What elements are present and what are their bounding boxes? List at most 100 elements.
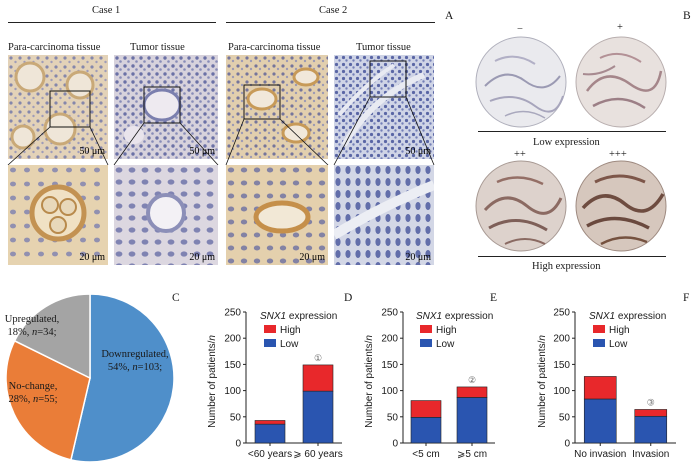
grade-double-plus-label: ++ [514, 149, 526, 160]
legend-title: SNX1 expression [416, 311, 493, 322]
y-tick-label: 250 [381, 308, 398, 319]
pie-slice-downregulated [70, 293, 175, 463]
legend-label-high: High [280, 325, 301, 336]
legend-label-low: Low [436, 339, 455, 350]
micrograph-case1-para-50um: 50 μm [8, 55, 108, 159]
col-label-case1-tumor: Tumor tissue [130, 42, 185, 53]
tissue-core-negative [475, 36, 567, 128]
bar-high-0 [583, 376, 617, 400]
panel-f-letter: F [683, 292, 690, 304]
tissue-texture [475, 36, 567, 128]
legend-swatch-high [420, 325, 432, 333]
stacked-bar-chart-d: 0 50 100 150 200 250 Number of patients/n SNX1 … [207, 308, 343, 461]
tissue-texture [475, 160, 567, 252]
micrograph-case2-para-20um: 20 μm [226, 165, 328, 265]
panel-e-letter: E [490, 292, 498, 304]
case1-underline [8, 22, 216, 23]
y-tick-label: 250 [224, 308, 241, 319]
micrograph-case2-tumor-50um: 50 μm [334, 55, 434, 159]
x-tick-label: <5 cm [412, 449, 440, 460]
bar-high-1 [634, 409, 668, 417]
panel-f: F 0 50 100 150 200 250 Number of patients/n SNX… [530, 288, 700, 475]
legend-label-low: Low [280, 339, 299, 350]
tissue-texture [575, 36, 667, 128]
low-expression-label: Low expression [533, 137, 600, 148]
col-label-case2-tumor: Tumor tissue [356, 42, 411, 53]
micrograph-case1-tumor-20um: 20 μm [114, 165, 218, 265]
tissue-core-triple-plus [575, 160, 667, 252]
pie-label-no-change: No-change, [9, 381, 58, 392]
micro-texture [226, 165, 328, 265]
bar-low-0 [583, 398, 617, 444]
high-expression-label: High expression [532, 261, 601, 272]
x-tick-label: No invasion [574, 449, 626, 460]
panel-d-letter: D [344, 292, 353, 304]
x-tick-label: <60 years [248, 449, 292, 460]
pie-value-upregulated: 18%, n=34; [7, 327, 56, 338]
col-label-case2-para: Para-carcinoma tissue [228, 42, 321, 53]
legend-swatch-high [593, 325, 605, 333]
grade-negative-label: − [517, 24, 523, 35]
case1-label: Case 1 [92, 5, 121, 16]
y-tick-label: 0 [564, 439, 570, 450]
scale-label: 20 μm [299, 252, 325, 263]
panel-b-letter: B [683, 10, 691, 22]
pie-chart: Downregulated, 54%, n=103; No-change, 28%, … [5, 293, 175, 463]
micro-texture [226, 55, 328, 159]
panel-d: D 0 50 100 150 200 250 Number of patients/n SNX… [200, 288, 353, 475]
grade-triple-plus-label: +++ [609, 149, 627, 160]
y-tick-label: 200 [553, 334, 570, 345]
bar-high-0 [410, 400, 442, 418]
legend-label-high: High [609, 325, 630, 336]
y-tick-label: 250 [553, 308, 570, 319]
scale-label: 20 μm [79, 252, 105, 263]
pie-value-no-change: 28%, n=55; [8, 394, 57, 405]
legend-label-high: High [436, 325, 457, 336]
legend-swatch-low [593, 339, 605, 347]
col-label-case1-para: Para-carcinoma tissue [8, 42, 101, 53]
y-tick-label: 150 [381, 360, 398, 371]
low-expression-line [478, 131, 666, 132]
legend-label-low: Low [609, 339, 628, 350]
case2-label: Case 2 [319, 5, 348, 16]
legend-swatch-low [264, 339, 276, 347]
y-tick-label: 200 [224, 334, 241, 345]
tissue-core-plus [575, 36, 667, 128]
tissue-core-double-plus [475, 160, 567, 252]
legend-title: SNX1 expression [260, 311, 337, 322]
scale-label: 50 μm [405, 146, 431, 157]
y-tick-label: 200 [381, 334, 398, 345]
y-tick-label: 100 [553, 386, 570, 397]
y-axis-label: Number of patients/n [537, 335, 548, 428]
legend-swatch-low [420, 339, 432, 347]
x-tick-label: ⩾ 60 years [293, 449, 343, 460]
micro-texture [114, 55, 218, 159]
y-tick-label: 100 [224, 386, 241, 397]
significance-marker: ② [468, 375, 476, 385]
scale-label: 50 μm [79, 146, 105, 157]
stacked-bar-chart-f: 0 50 100 150 200 250 Number of patients/n SNX1 … [537, 308, 676, 460]
panel-a-letter: A [445, 10, 454, 22]
y-tick-label: 100 [381, 386, 398, 397]
bar-low-1 [302, 390, 334, 444]
legend-title: SNX1 expression [589, 311, 666, 322]
micrograph-case1-para-20um: 20 μm [8, 165, 108, 265]
micro-texture [334, 55, 434, 159]
pie-label-upregulated: Upregulated, [5, 314, 60, 325]
zoom-connectors [7, 96, 435, 166]
bar-high-0 [254, 420, 286, 425]
bar-high-1 [302, 364, 334, 392]
significance-marker: ① [314, 353, 322, 363]
micrograph-case2-para-50um [226, 55, 328, 159]
y-tick-label: 0 [235, 439, 241, 450]
pie-slice-upregulated [13, 293, 91, 380]
pie-slice-no-change [5, 339, 91, 461]
y-tick-label: 50 [230, 412, 242, 423]
x-tick-label: ⩾5 cm [457, 449, 487, 460]
pie-label-downregulated: Downregulated, [101, 349, 168, 360]
y-tick-label: 150 [553, 360, 570, 371]
panel-c-letter: C [172, 292, 180, 304]
grade-plus-label: + [617, 22, 623, 33]
stacked-bar-chart-e: 0 50 100 150 200 250 Number of patients/n SNX1 … [364, 308, 495, 460]
micro-texture [114, 165, 218, 265]
